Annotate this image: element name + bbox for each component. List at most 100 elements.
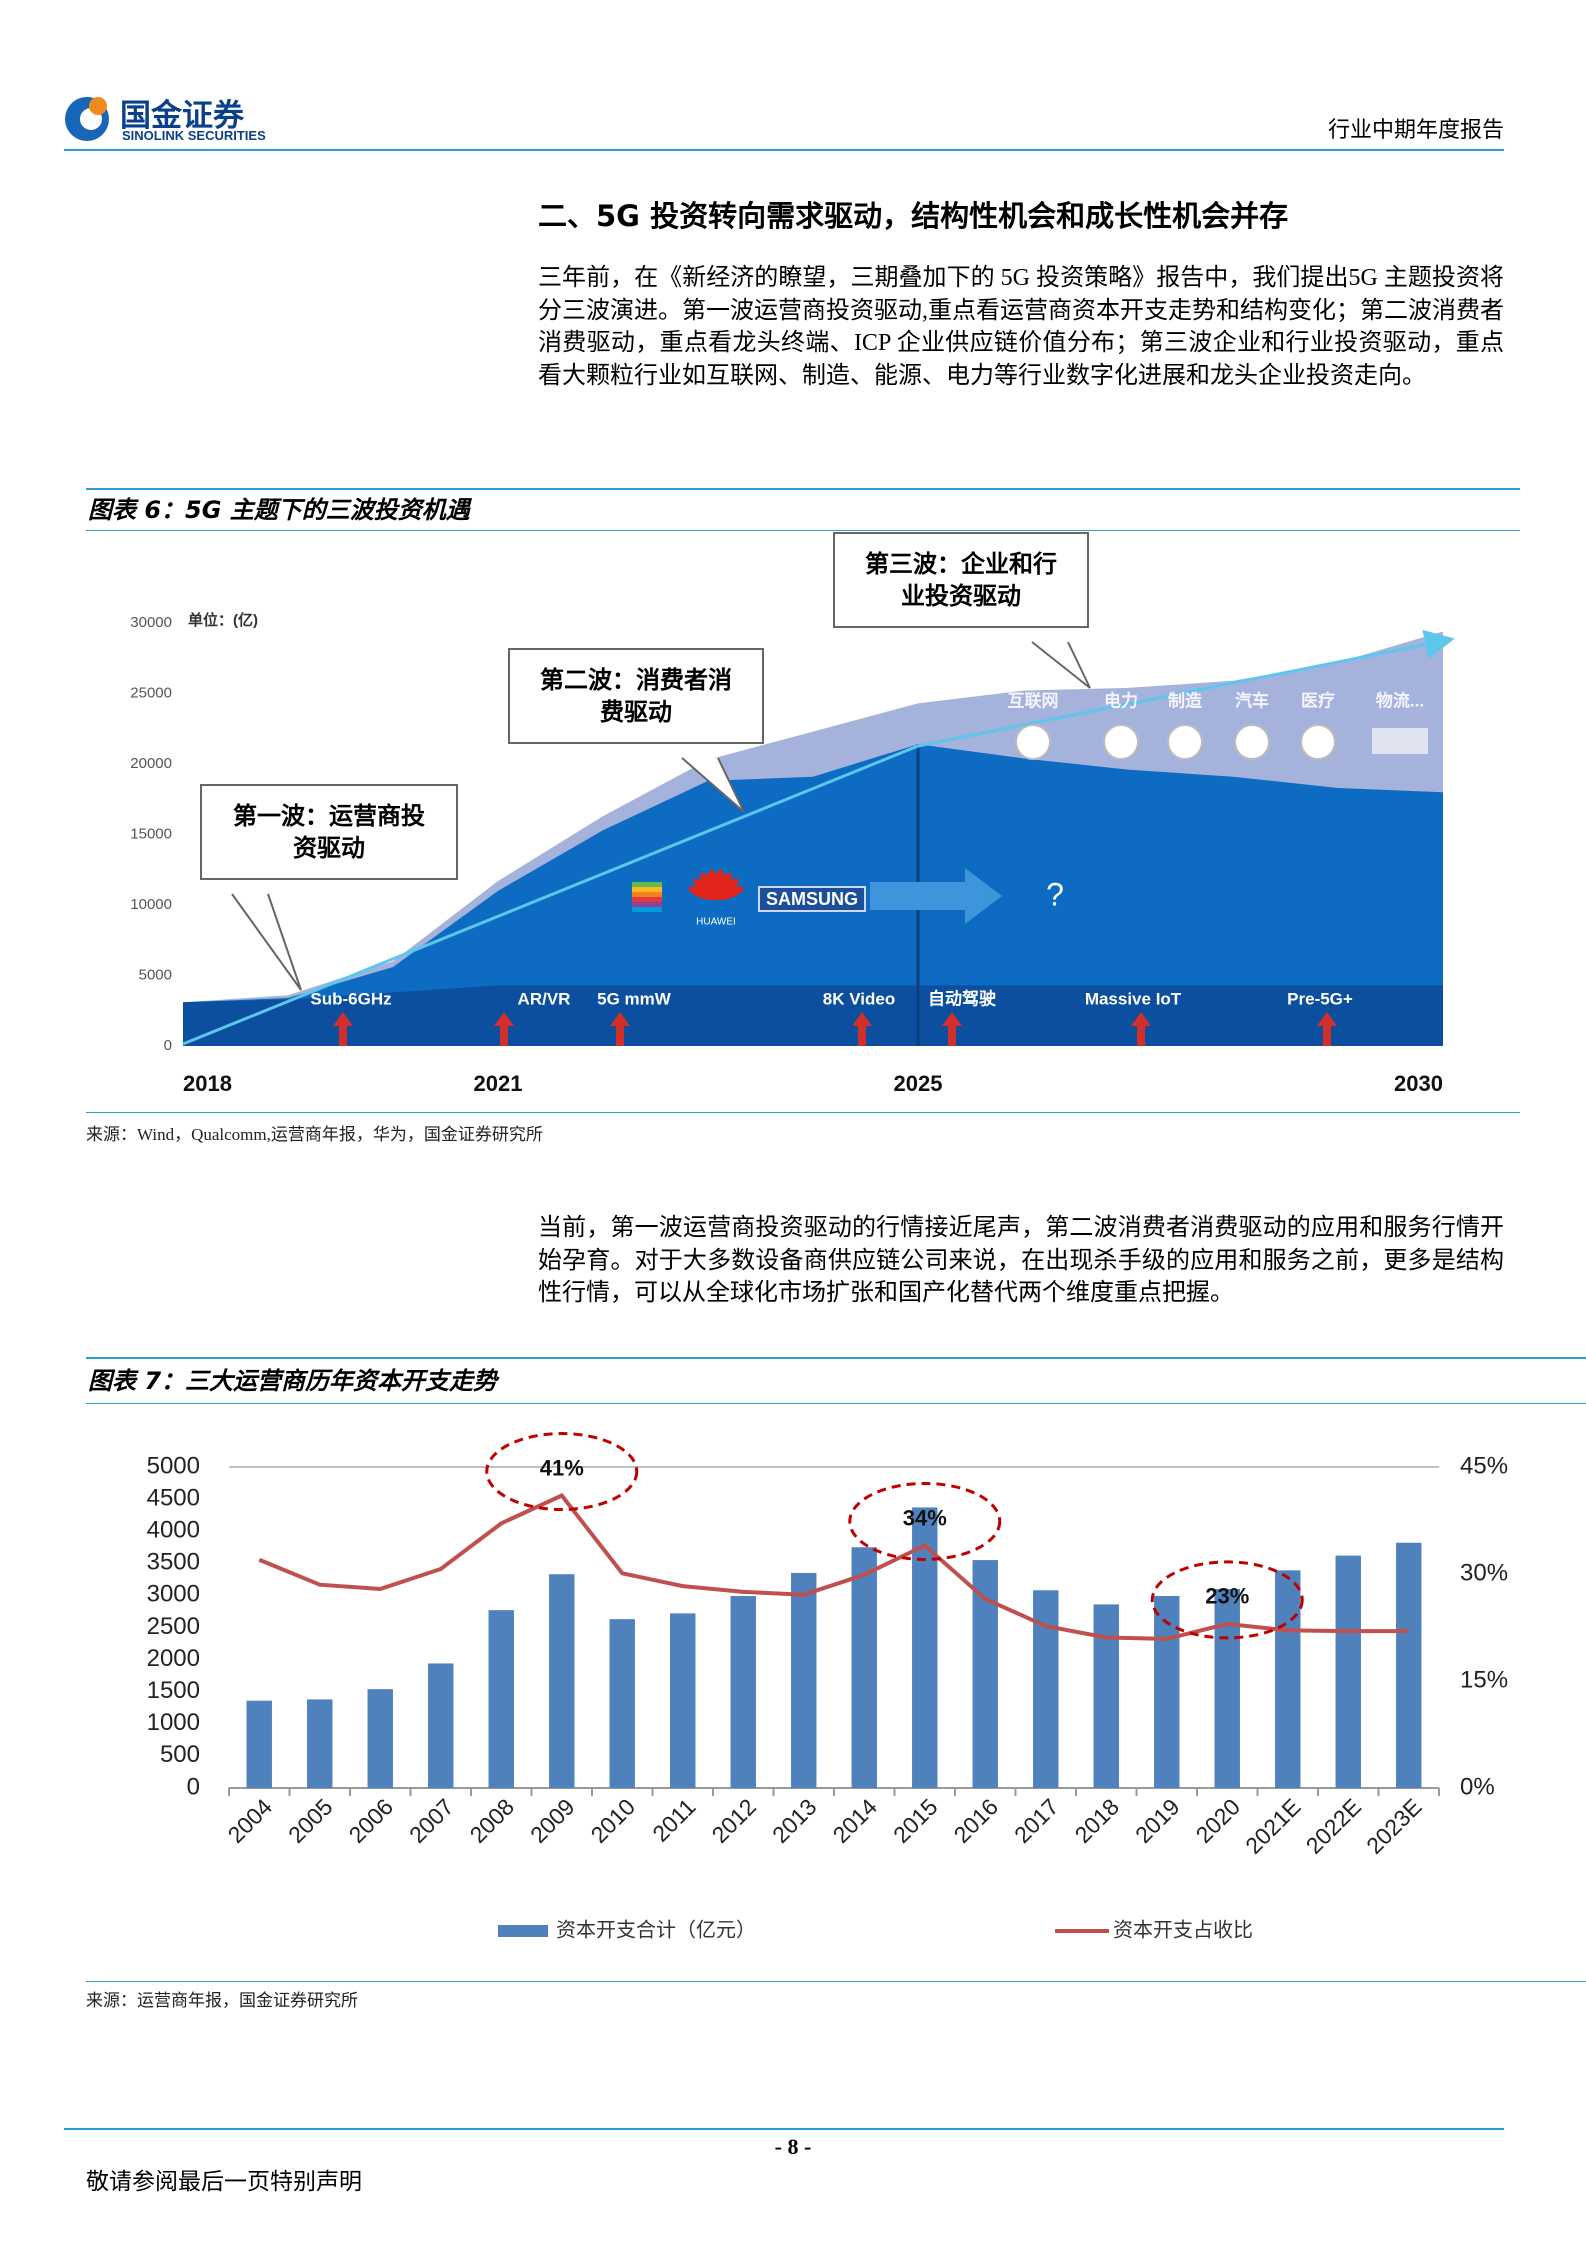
bar [1154, 1596, 1180, 1788]
y2-tick-label: 30% [1460, 1559, 1508, 1586]
value-label: 34% [903, 1505, 947, 1530]
legend-swatch [498, 1925, 548, 1937]
highlight-ellipse [1150, 1560, 1304, 1640]
brand-label: SAMSUNG [766, 889, 858, 909]
huawei-logo [714, 886, 744, 901]
milestone-arrow [1131, 1012, 1151, 1046]
y2-tick-label: 0% [1460, 1773, 1495, 1800]
y-tick-label: 2000 [147, 1645, 200, 1672]
y-tick-label: 0 [187, 1773, 200, 1800]
figure-title: 图表 6：5G 主题下的三波投资机遇 [88, 496, 470, 524]
x-tick-label: 2021E [1240, 1793, 1305, 1858]
industry-label: 电力 [1104, 690, 1138, 710]
y-tick-label: 30000 [130, 614, 172, 631]
y2-tick-label: 15% [1460, 1666, 1508, 1693]
page-number: - 8 - [774, 2134, 812, 2159]
highlight-ellipse [485, 1432, 639, 1512]
question-mark: ? [1046, 876, 1064, 912]
bar [549, 1574, 575, 1788]
bar [851, 1547, 877, 1788]
milestone-label: AR/VR [518, 989, 571, 1008]
bar [367, 1689, 393, 1788]
apple-logo [632, 882, 662, 887]
x-tick-label: 2020 [1191, 1793, 1246, 1848]
milestone-label: Sub-6GHz [310, 989, 391, 1008]
bar [428, 1663, 454, 1788]
disclaimer: 敬请参阅最后一页特别声明 [86, 2169, 362, 2194]
apple-logo [632, 887, 662, 892]
bar [791, 1572, 817, 1788]
milestone-arrow [852, 1012, 872, 1046]
y-tick-label: 1500 [147, 1677, 200, 1704]
x-tick-label: 2004 [223, 1793, 278, 1848]
figure-rule [86, 1112, 1520, 1113]
apple-logo [632, 907, 662, 912]
industry-label: 医疗 [1301, 690, 1335, 710]
x-tick-label: 2008 [465, 1793, 520, 1848]
callout: 第一波：运营商投资驱动 [200, 784, 458, 880]
x-tick-label: 2022E [1301, 1793, 1366, 1858]
figure-rule [86, 1357, 1586, 1359]
figure-source: 来源：运营商年报，国金证券研究所 [86, 1991, 358, 2010]
bar [1335, 1555, 1361, 1788]
line [258, 1493, 1409, 1641]
bar [488, 1610, 514, 1788]
x-tick-label: 2005 [283, 1793, 338, 1848]
figure-rule [86, 488, 1520, 490]
y-tick-label: 4500 [147, 1484, 200, 1511]
x-tick-label: 2016 [949, 1793, 1004, 1848]
milestone-arrow [610, 1012, 630, 1046]
x-tick-label: 2012 [707, 1793, 762, 1848]
x-tick-label: 2021 [474, 1071, 523, 1096]
milestone-label: 5G mmW [597, 989, 672, 1008]
callout-pointer [1031, 641, 1091, 689]
y-tick-label: 3500 [147, 1549, 200, 1576]
x-tick-label: 2025 [894, 1071, 943, 1096]
figure-rule [86, 530, 1520, 531]
x-tick-label: 2013 [767, 1793, 822, 1848]
header-rule [64, 149, 1504, 151]
industry-icon [1372, 728, 1428, 754]
industry-icon [1103, 724, 1139, 760]
bar [609, 1619, 635, 1788]
callout-pointer [681, 757, 745, 813]
value-label: 23% [1205, 1584, 1249, 1609]
highlight-ellipse [848, 1481, 1002, 1561]
x-tick-label: 2030 [1394, 1071, 1443, 1096]
paragraph: 当前，第一波运营商投资驱动的行情接近尾声，第二波消费者消费驱动的应用和服务行情开… [538, 1215, 1504, 1306]
bar [972, 1560, 998, 1788]
bar [1093, 1604, 1119, 1788]
y-tick-label: 4000 [147, 1517, 200, 1544]
industry-label: 制造 [1168, 690, 1203, 710]
footer-rule [64, 2128, 1504, 2130]
company-name: 国金证券 [120, 98, 244, 134]
trend-arrow [182, 629, 1455, 1046]
paragraph: 三年前，在《新经济的瞭望，三期叠加下的 5G 投资策略》报告中，我们提出5G 主… [538, 265, 1504, 389]
callout: 第三波：企业和行业投资驱动 [833, 532, 1089, 628]
industry-icon [1167, 724, 1203, 760]
x-tick-label: 2017 [1009, 1793, 1064, 1848]
x-tick-label: 2006 [344, 1793, 399, 1848]
x-tick-label: 2018 [183, 1071, 232, 1096]
bar [246, 1700, 272, 1788]
y-tick-label: 500 [160, 1741, 200, 1768]
bar [1396, 1542, 1422, 1788]
value-label: 41% [540, 1455, 584, 1480]
bar [307, 1699, 333, 1788]
x-tick-label: 2010 [586, 1793, 641, 1848]
x-tick-label: 2009 [525, 1793, 580, 1848]
report-type: 行业中期年度报告 [1327, 117, 1504, 142]
milestone-arrow [942, 1012, 962, 1046]
section-title: 二、5G 投资转向需求驱动，结构性机会和成长性机会并存 [538, 199, 1289, 233]
industry-label: 汽车 [1235, 690, 1269, 710]
bar [670, 1613, 696, 1788]
figure-rule [86, 1403, 1586, 1404]
y-tick-label: 20000 [130, 755, 172, 772]
industry-label: 物流... [1376, 690, 1424, 710]
y-tick-label: 5000 [139, 966, 172, 983]
legend-label: 资本开支占收比 [1113, 1919, 1253, 1942]
y-tick-label: 25000 [130, 684, 172, 701]
y2-tick-label: 45% [1460, 1452, 1508, 1479]
